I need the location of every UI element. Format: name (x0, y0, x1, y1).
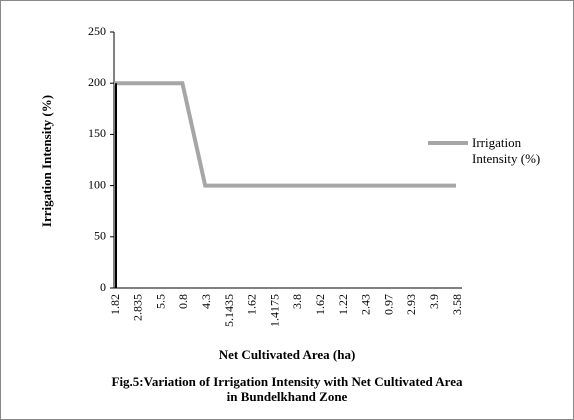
y-tick-label: 0 (100, 280, 106, 294)
x-tick-label: 1.22 (336, 294, 350, 315)
y-tick-label: 150 (88, 126, 106, 140)
legend: Irrigation Intensity (%) (428, 135, 568, 167)
y-tick-label: 100 (88, 177, 106, 191)
x-tick-label: 2.43 (359, 294, 373, 315)
x-tick-label: 0.8 (176, 294, 190, 309)
x-tick-label: 2.835 (131, 294, 145, 321)
chart-title: in Bundelkhand Zone (227, 389, 348, 404)
y-tick-label: 200 (88, 75, 106, 89)
x-tick-label: 4.3 (199, 294, 213, 309)
x-tick-label: 3.8 (290, 294, 304, 309)
y-axis-title: Irrigation Intensity (%) (39, 95, 54, 227)
x-tick-label: 5.1435 (222, 294, 236, 327)
x-tick-label: 1.62 (245, 294, 259, 315)
x-tick-label: 1.4175 (267, 294, 281, 327)
x-tick-label: 3.58 (450, 294, 464, 315)
legend-swatch (428, 141, 468, 145)
x-tick-label: 3.9 (427, 294, 441, 309)
x-tick-label: 5.5 (153, 294, 167, 309)
x-axis-title: Net Cultivated Area (ha) (219, 347, 356, 362)
x-tick-label: 1.82 (108, 294, 122, 315)
y-tick-label: 250 (88, 24, 106, 38)
x-tick-label: 2.93 (404, 294, 418, 315)
y-tick-label: 50 (94, 229, 106, 243)
chart-title: Fig.5:Variation of Irrigation Intensity … (112, 374, 463, 389)
line-series (114, 81, 456, 188)
x-tick-label: 0.97 (381, 294, 395, 315)
legend-item: Irrigation Intensity (%) (428, 135, 568, 167)
legend-label: Irrigation Intensity (%) (472, 135, 541, 166)
x-tick-label: 1.62 (313, 294, 327, 315)
